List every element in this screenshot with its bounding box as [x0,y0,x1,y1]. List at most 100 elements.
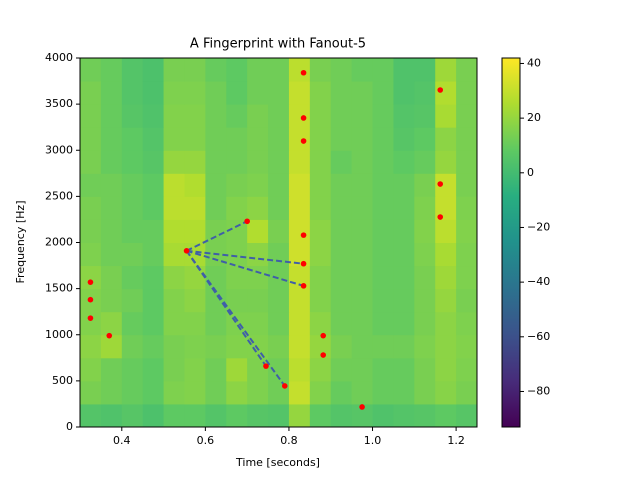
heat-cell [205,150,227,174]
heat-cell [100,81,123,105]
heat-cell [414,311,436,336]
heat-cell [226,196,248,220]
y-axis-label: Frequency [Hz] [14,201,27,284]
heat-cell [456,196,478,220]
heat-cell [121,127,144,151]
heat-cell [435,357,457,382]
heatmap [80,58,478,428]
heat-cell [80,173,102,197]
heat-cell [414,173,436,197]
heat-cell [142,334,165,359]
heat-cell [121,265,144,290]
heat-cell [288,380,311,405]
heat-cell [435,403,457,428]
heat-cell [247,58,269,82]
heat-cell [393,265,415,290]
heat-cell [163,127,185,151]
heat-cell [309,288,332,313]
heat-cell [330,104,353,128]
heat-cell [414,219,436,243]
heat-cell [184,403,206,428]
heat-cell [226,311,248,336]
fanout-line [186,249,304,287]
y-tick-label: 3500 [45,97,73,110]
heat-cell [163,104,185,128]
heat-cell [330,81,353,105]
heat-cell [372,380,394,405]
heat-cell [351,127,374,151]
heat-cell [205,380,227,405]
heat-cell [142,127,165,151]
heat-cell [100,242,123,267]
heat-cell [121,219,144,243]
heat-cell [393,127,415,151]
heat-cell [435,334,457,359]
heat-cell [121,242,144,267]
heat-cell [351,58,374,82]
heat-cell [184,173,206,197]
heat-cell [372,403,394,428]
heat-cell [226,127,248,151]
heat-cell [121,173,144,197]
heat-cell [393,242,415,267]
heat-cell [372,357,394,382]
heat-cell [288,311,311,336]
heat-cell [163,150,185,174]
heat-cell [393,334,415,359]
colorbar-tick-label: 20 [527,111,541,124]
heat-cell [163,219,185,243]
heat-cell [435,311,457,336]
heat-cell [205,81,227,105]
heat-cell [456,288,478,313]
heat-cell [372,242,394,267]
heat-cell [393,311,415,336]
heat-cell [247,403,269,428]
heat-cell [205,219,227,243]
heat-cell [226,403,248,428]
heat-cell [184,104,206,128]
peak-point [320,352,327,358]
heat-cell [121,288,144,313]
peak-point [244,218,250,225]
x-tick-label: 0.6 [197,434,215,447]
heat-cell [351,357,374,382]
heat-cell [309,196,332,220]
heat-cell [247,81,269,105]
x-tick-label: 0.4 [113,434,131,447]
heat-cell [163,242,185,267]
heat-cell [163,334,185,359]
heat-cell [414,127,436,151]
heat-cell [288,196,311,220]
heat-cell [205,311,227,336]
heat-cell [372,127,394,151]
heat-cell [372,288,394,313]
heat-cell [456,334,478,359]
heat-cell [393,81,415,105]
heat-cell [309,242,332,267]
heat-cell [100,127,123,151]
heat-cell [351,380,374,405]
heat-cell [121,150,144,174]
heat-cell [268,265,290,290]
heat-cell [226,334,248,359]
heat-cell [247,380,269,405]
heat-cell [184,196,206,220]
heat-cell [121,380,144,405]
heat-cell [184,219,206,243]
heat-cell [351,242,374,267]
heat-cell [351,104,374,128]
heat-cell [372,196,394,220]
heat-cell [184,150,206,174]
heat-cell [121,58,144,82]
heat-cell [414,334,436,359]
heat-cell [100,288,123,313]
heat-cell [330,357,353,382]
heat-cell [142,58,165,82]
heat-cell [435,58,457,82]
heat-cell [309,81,332,105]
heat-cell [393,196,415,220]
heat-cell [247,288,269,313]
heat-cell [351,219,374,243]
heat-cell [142,81,165,105]
heat-cell [226,58,248,82]
